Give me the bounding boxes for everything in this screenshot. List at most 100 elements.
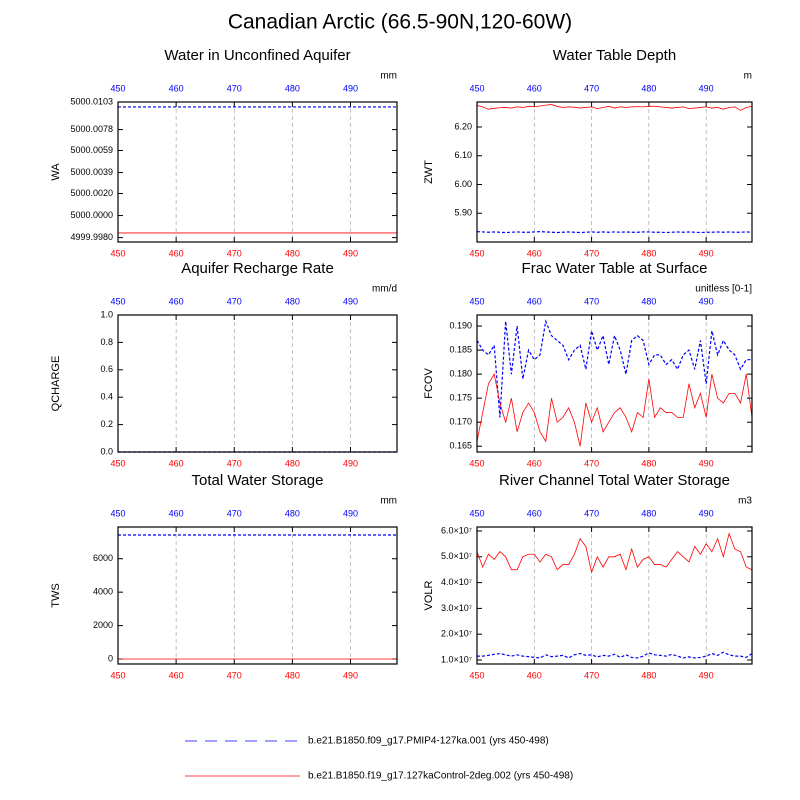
- y-tick-label: 0.180: [449, 369, 472, 379]
- x-tick-label: 470: [584, 458, 599, 468]
- y-tick-label: 0.190: [449, 320, 472, 330]
- x-tick-label: 460: [169, 458, 184, 468]
- y-axis-title: FCOV: [423, 368, 435, 399]
- x-tick-label-top: 480: [285, 508, 300, 518]
- y-axis-title: WA: [50, 163, 62, 181]
- y-tick-label: 5000.0000: [70, 210, 113, 220]
- series-line: [476, 319, 752, 418]
- y-tick-label: 4999.9980: [70, 232, 113, 242]
- x-tick-label-top: 480: [641, 508, 656, 518]
- units-label: mm: [380, 71, 397, 82]
- x-tick-label: 460: [527, 670, 542, 680]
- y-axis-title: ZWT: [423, 160, 435, 184]
- x-tick-label-top: 480: [285, 296, 300, 306]
- x-tick-label-top: 470: [227, 296, 242, 306]
- x-tick-label: 470: [227, 670, 242, 680]
- x-tick-label: 480: [285, 670, 300, 680]
- y-tick-label: 2000: [93, 620, 113, 630]
- x-tick-label-top: 460: [527, 83, 542, 93]
- x-tick-label-top: 490: [343, 508, 358, 518]
- y-tick-label: 1.0: [100, 309, 113, 319]
- panel-title: Water Table Depth: [553, 47, 676, 64]
- x-tick-label-top: 460: [169, 296, 184, 306]
- y-tick-label: 5.0×10⁷: [441, 551, 472, 561]
- x-tick-label: 450: [110, 458, 125, 468]
- y-tick-label: 2.0×10⁷: [441, 629, 472, 639]
- x-tick-label: 490: [699, 458, 714, 468]
- x-tick-label: 460: [169, 670, 184, 680]
- panel-title: Water in Unconfined Aquifer: [164, 47, 350, 64]
- y-tick-label: 5.90: [454, 208, 472, 218]
- plot-area: [118, 315, 397, 452]
- y-tick-label: 5000.0078: [70, 124, 113, 134]
- x-tick-label: 480: [641, 670, 656, 680]
- units-label: m3: [738, 496, 752, 507]
- x-tick-label-top: 450: [469, 83, 484, 93]
- x-tick-label-top: 480: [285, 83, 300, 93]
- panel-title: River Channel Total Water Storage: [499, 472, 730, 489]
- x-tick-label: 480: [285, 458, 300, 468]
- plot-area: [118, 527, 397, 664]
- units-label: mm/d: [372, 284, 397, 295]
- x-tick-label-top: 470: [584, 508, 599, 518]
- x-tick-label-top: 460: [527, 296, 542, 306]
- x-tick-label: 480: [285, 248, 300, 258]
- panel-title: Frac Water Table at Surface: [522, 260, 708, 277]
- series-line: [476, 231, 753, 234]
- figure-title: Canadian Arctic (66.5-90N,120-60W): [228, 11, 572, 34]
- y-tick-label: 1.0×10⁷: [441, 654, 472, 664]
- x-tick-label-top: 480: [641, 83, 656, 93]
- plot-area: [477, 102, 752, 242]
- x-tick-label-top: 450: [469, 508, 484, 518]
- x-tick-label-top: 460: [169, 508, 184, 518]
- y-tick-label: 6.00: [454, 179, 472, 189]
- y-tick-label: 4.0×10⁷: [441, 577, 472, 587]
- x-tick-label: 460: [527, 248, 542, 258]
- plot-frame: [476, 314, 753, 453]
- x-tick-label: 450: [110, 248, 125, 258]
- series-line: [476, 104, 753, 111]
- units-label: unitless [0-1]: [695, 284, 752, 295]
- x-tick-label-top: 470: [227, 83, 242, 93]
- x-tick-label: 490: [699, 248, 714, 258]
- x-tick-label: 450: [469, 458, 484, 468]
- plot-frame: [476, 526, 753, 665]
- y-tick-label: 6.10: [454, 150, 472, 160]
- units-label: m: [744, 71, 752, 82]
- x-tick-label-top: 490: [343, 296, 358, 306]
- series-line: [477, 651, 753, 659]
- y-axis-title: VOLR: [423, 580, 435, 610]
- plot-frame: [476, 101, 753, 243]
- y-axis-title: QCHARGE: [50, 356, 62, 412]
- x-tick-label: 460: [169, 248, 184, 258]
- y-tick-label: 6000: [93, 553, 113, 563]
- y-tick-label: 0.170: [449, 417, 472, 427]
- x-tick-label: 490: [343, 458, 358, 468]
- units-label: mm: [380, 496, 397, 507]
- x-tick-label-top: 470: [227, 508, 242, 518]
- x-tick-label: 480: [641, 458, 656, 468]
- x-tick-label: 470: [584, 248, 599, 258]
- y-axis-title: TWS: [50, 583, 62, 607]
- legend-label: b.e21.B1850.f19_g17.127kaControl-2deg.00…: [308, 771, 573, 782]
- y-tick-label: 5000.0059: [70, 145, 113, 155]
- x-tick-label: 460: [527, 458, 542, 468]
- y-tick-label: 5000.0103: [70, 96, 113, 106]
- x-tick-label-top: 460: [527, 508, 542, 518]
- x-tick-label: 480: [641, 248, 656, 258]
- y-tick-label: 5000.0020: [70, 188, 113, 198]
- x-tick-label-top: 480: [641, 296, 656, 306]
- x-tick-label-top: 450: [110, 508, 125, 518]
- y-tick-label: 5000.0039: [70, 167, 113, 177]
- x-tick-label-top: 470: [584, 296, 599, 306]
- x-tick-label-top: 490: [343, 83, 358, 93]
- x-tick-label: 490: [343, 248, 358, 258]
- plot-frame: [117, 526, 398, 665]
- x-tick-label-top: 490: [699, 296, 714, 306]
- panel-title: Total Water Storage: [191, 472, 323, 489]
- plot-frame: [117, 101, 398, 243]
- y-tick-label: 3.0×10⁷: [441, 603, 472, 613]
- y-tick-label: 0.4: [100, 392, 113, 402]
- y-tick-label: 0.6: [100, 364, 113, 374]
